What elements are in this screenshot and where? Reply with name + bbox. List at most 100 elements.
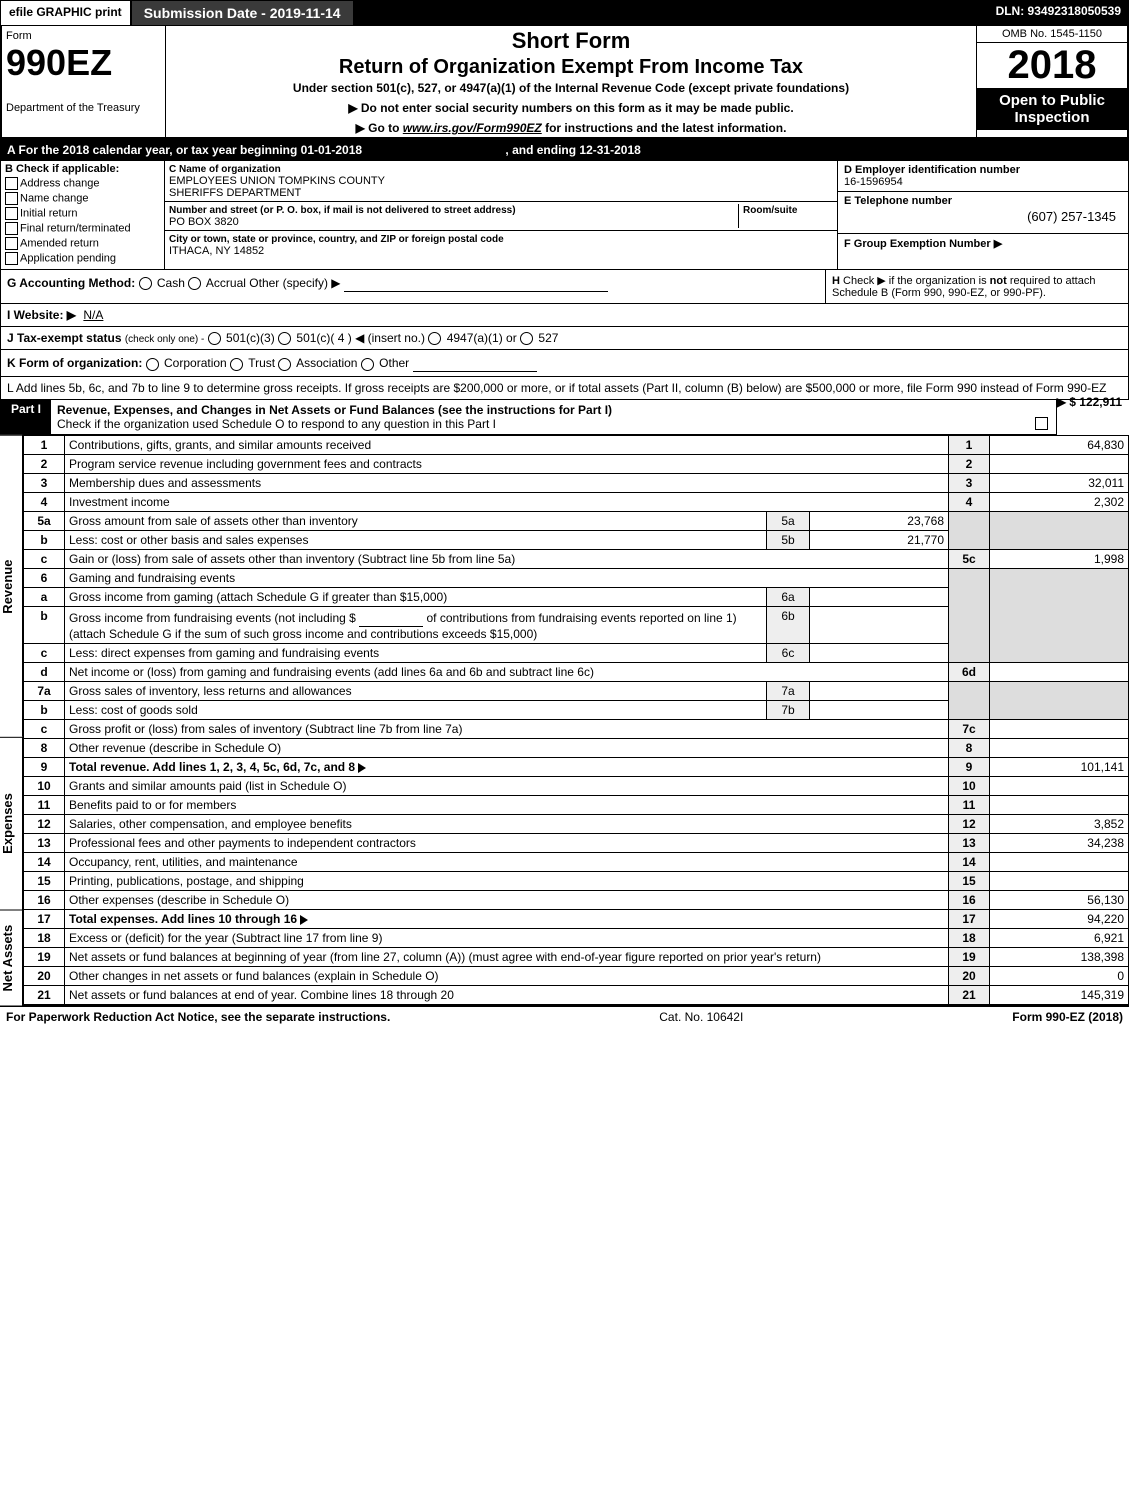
line-16-amount: 56,130	[990, 891, 1129, 910]
line-5-blank-amt	[990, 512, 1129, 550]
j-527-radio[interactable]	[520, 332, 533, 345]
line-21-text: Net assets or fund balances at end of ye…	[65, 986, 949, 1005]
check-name-change[interactable]: Name change	[5, 192, 160, 205]
check-final-return[interactable]: Final return/terminated	[5, 222, 160, 235]
j-4947-radio[interactable]	[428, 332, 441, 345]
line-5b-text: Less: cost or other basis and sales expe…	[65, 531, 767, 550]
line-15-num: 15	[24, 872, 65, 891]
k-other-radio[interactable]	[361, 358, 374, 371]
part1-check-text: Check if the organization used Schedule …	[57, 417, 496, 431]
line-10-amount	[990, 777, 1129, 796]
group-exemption-block: F Group Exemption Number ▶	[838, 234, 1128, 253]
line-4-amount: 2,302	[990, 493, 1129, 512]
other-specify-input[interactable]	[344, 274, 608, 292]
h-not: not	[990, 275, 1007, 287]
part1-header: Part I Revenue, Expenses, and Changes in…	[0, 400, 1057, 435]
other-label: Other (specify) ▶	[249, 276, 340, 290]
part1-schedule-o-checkbox[interactable]	[1035, 417, 1048, 430]
check-amended-return[interactable]: Amended return	[5, 237, 160, 250]
line-7c-ref: 7c	[949, 720, 990, 739]
line-5a-subamount: 23,768	[810, 512, 949, 531]
line-17-num: 17	[24, 910, 65, 929]
check-address-change[interactable]: Address change	[5, 177, 160, 190]
line-13-ref: 13	[949, 834, 990, 853]
website-value: N/A	[83, 308, 103, 322]
line-5a: 5a Gross amount from sale of assets othe…	[24, 512, 1129, 531]
line-8: 8 Other revenue (describe in Schedule O)…	[24, 739, 1129, 758]
line-19-amount: 138,398	[990, 948, 1129, 967]
line-6a-subamount	[810, 588, 949, 607]
j-501c-radio[interactable]	[278, 332, 291, 345]
check-initial-return[interactable]: Initial return	[5, 207, 160, 220]
line-6b-subamount	[810, 607, 949, 644]
line-20-amount: 0	[990, 967, 1129, 986]
efile-print-label[interactable]: efile GRAPHIC print	[0, 0, 131, 26]
k-corp-radio[interactable]	[146, 358, 159, 371]
line-6c-num: c	[24, 644, 65, 663]
line-6-blank-ref	[949, 569, 990, 663]
line-1-amount: 64,830	[990, 436, 1129, 455]
under-section: Under section 501(c), 527, or 4947(a)(1)…	[172, 81, 970, 95]
omb-number: OMB No. 1545-1150	[977, 26, 1127, 43]
footer-catalog: Cat. No. 10642I	[390, 1010, 1012, 1024]
line-18-num: 18	[24, 929, 65, 948]
line-17-text: Total expenses. Add lines 10 through 16	[65, 910, 949, 929]
line-7c-amount	[990, 720, 1129, 739]
line-9-amount: 101,141	[990, 758, 1129, 777]
line-20: 20Other changes in net assets or fund ba…	[24, 967, 1129, 986]
room-label: Room/suite	[743, 205, 797, 216]
line-7-blank-amt	[990, 682, 1129, 720]
j-501c3: 501(c)(3)	[226, 331, 275, 345]
submission-date: Submission Date - 2019-11-14	[131, 0, 354, 26]
line-6a-subref: 6a	[767, 588, 810, 607]
header-left: Form 990EZ Department of the Treasury	[2, 26, 166, 137]
tax-year: 2018	[977, 43, 1127, 88]
part1-title-block: Revenue, Expenses, and Changes in Net As…	[51, 400, 1056, 434]
line-8-amount	[990, 739, 1129, 758]
line-7-blank-ref	[949, 682, 990, 720]
phone-block: E Telephone number (607) 257-1345	[838, 192, 1128, 234]
line-18-amount: 6,921	[990, 929, 1129, 948]
name-address-col: C Name of organization EMPLOYEES UNION T…	[165, 161, 837, 269]
i-website-row: I Website: ▶ N/A	[0, 304, 1129, 327]
line-15-ref: 15	[949, 872, 990, 891]
line-19-ref: 19	[949, 948, 990, 967]
line-3-amount: 32,011	[990, 474, 1129, 493]
line-5b-num: b	[24, 531, 65, 550]
top-spacer	[354, 0, 988, 26]
org-name-2: SHERIFFS DEPARTMENT	[169, 187, 301, 199]
line-6b-text: Gross income from fundraising events (no…	[65, 607, 767, 644]
line-2-amount	[990, 455, 1129, 474]
line-15-amount	[990, 872, 1129, 891]
irs-link[interactable]: www.irs.gov/Form990EZ	[403, 121, 542, 135]
check-application-pending[interactable]: Application pending	[5, 252, 160, 265]
k-trust-radio[interactable]	[230, 358, 243, 371]
line-6-blank-amt	[990, 569, 1129, 663]
k-other-input[interactable]	[413, 354, 537, 372]
j-501c3-radio[interactable]	[208, 332, 221, 345]
org-name-1: EMPLOYEES UNION TOMPKINS COUNTY	[169, 175, 385, 187]
line-6b-contrib-input[interactable]	[359, 609, 423, 627]
j-501c: 501(c)( 4 ) ◀ (insert no.)	[296, 331, 425, 345]
open-public: Open to Public Inspection	[977, 88, 1127, 130]
dln-number: DLN: 93492318050539	[988, 0, 1129, 26]
side-expenses-label: Expenses	[0, 737, 23, 910]
line-4-ref: 4	[949, 493, 990, 512]
addr-label: Number and street (or P. O. box, if mail…	[169, 205, 516, 216]
arrow-icon	[300, 915, 308, 925]
arrow-icon	[358, 763, 366, 773]
line-17-ref: 17	[949, 910, 990, 929]
line-9: 9 Total revenue. Add lines 1, 2, 3, 4, 5…	[24, 758, 1129, 777]
header-right: OMB No. 1545-1150 2018 Open to Public In…	[976, 26, 1127, 137]
line-18-text: Excess or (deficit) for the year (Subtra…	[65, 929, 949, 948]
accrual-radio[interactable]	[188, 277, 201, 290]
line-10-ref: 10	[949, 777, 990, 796]
line-20-ref: 20	[949, 967, 990, 986]
cash-radio[interactable]	[139, 277, 152, 290]
line-19-num: 19	[24, 948, 65, 967]
line-8-num: 8	[24, 739, 65, 758]
line-17: 17Total expenses. Add lines 10 through 1…	[24, 910, 1129, 929]
d-ein-label: D Employer identification number	[844, 164, 1020, 176]
line-18-ref: 18	[949, 929, 990, 948]
k-assoc-radio[interactable]	[278, 358, 291, 371]
